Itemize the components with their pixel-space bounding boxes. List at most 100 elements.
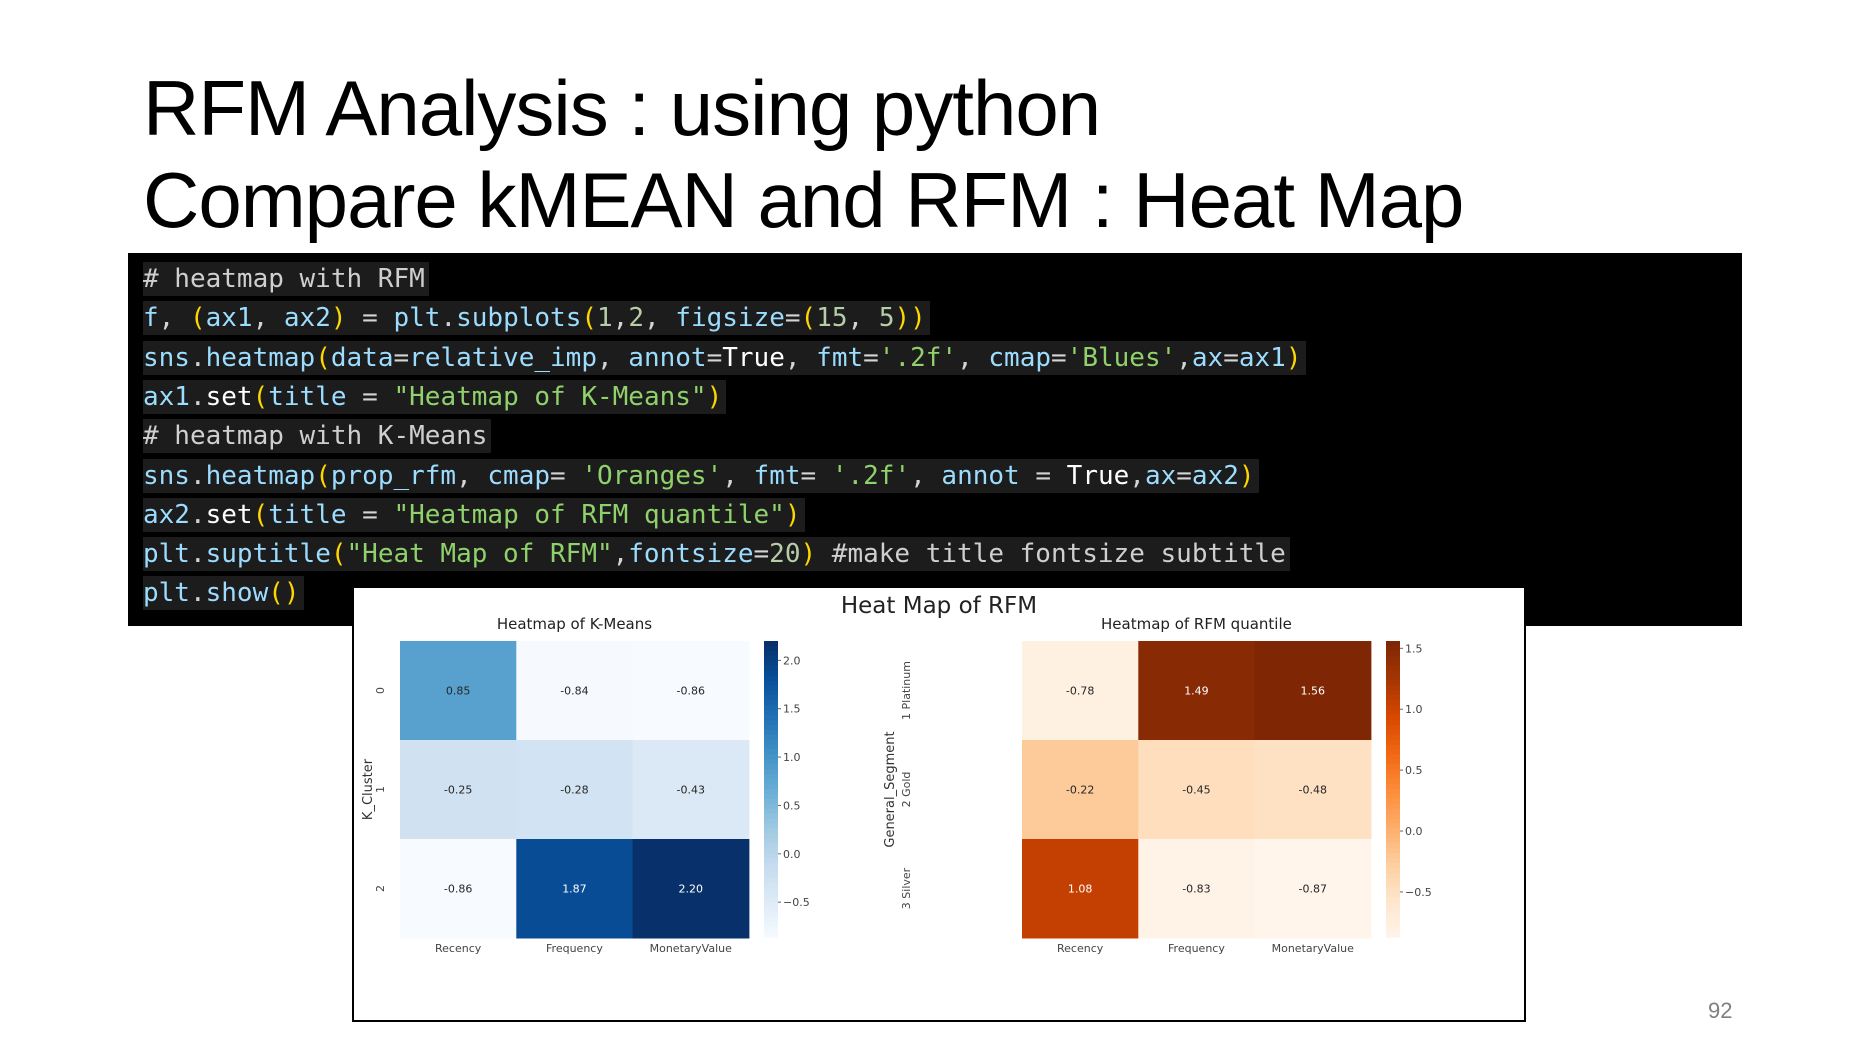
code-token: . [189,499,206,530]
heatmap-cell [400,839,517,939]
colorbar-segment [764,719,778,726]
colorbar-segment [764,803,778,810]
colorbar-segment [764,902,778,908]
colorbar-segment [764,749,778,756]
code-token: . [440,303,457,334]
heatmap-cell [400,641,517,741]
code-token: , [158,303,190,334]
code-token: cmap [988,342,1052,373]
colorbar-segment [764,641,778,647]
code-token: , [957,342,989,373]
colorbar-segment [764,715,778,721]
code-token: = [1051,342,1067,373]
colorbar-tick-label: −0.5 [783,896,810,909]
code-token: ax1 [143,381,190,412]
code-token: 1 [597,303,613,334]
cell-value-label: -0.86 [677,685,705,698]
code-token: ax1 [1238,342,1286,373]
heatmap-cell [1022,740,1139,840]
heatmap-cell [1254,641,1372,741]
code-token: relative_imp [409,342,597,373]
colorbar-segment [1386,848,1400,854]
colorbar-segment [764,779,778,785]
colorbar-segment [764,789,778,795]
heatmap-title: Heatmap of K-Means [497,615,652,633]
y-tick-label: 1 [374,786,387,793]
y-axis-label: General_Segment [883,731,898,847]
colorbar-segment [764,670,778,677]
cell-value-label: 1.08 [1068,883,1093,896]
x-tick-label: Recency [435,942,482,955]
colorbar-segment [764,887,778,894]
code-token: . [189,578,206,609]
colorbar-segment [1386,877,1400,884]
colorbar-segment [1386,759,1400,765]
colorbar-segment [764,907,778,913]
code-token: 'Blues' [1066,342,1177,373]
code-token: , [910,460,942,491]
code-token: ( [315,342,331,373]
colorbar-segment [764,680,778,686]
code-token: , [612,539,629,570]
colorbar-segment [1386,818,1400,825]
code-token: . [189,381,206,412]
code-token: ax2 [283,303,331,334]
code-line: sns.heatmap(data=relative_imp, annot=Tru… [143,340,1306,375]
cell-value-label: 0.85 [446,685,471,698]
code-token: True [1066,460,1130,491]
heatmap-title: Heatmap of RFM quantile [1101,615,1292,633]
colorbar-segment [1386,853,1400,859]
code-line: f, (ax1, ax2) = plt.subplots(1,2, figsiz… [143,301,930,336]
code-token: = [800,460,832,491]
cell-value-label: -0.86 [444,883,472,896]
code-token: ( [581,303,598,334]
colorbar-segment [1386,922,1400,928]
colorbar-segment [1386,798,1400,805]
colorbar-segment [1386,833,1400,839]
code-token: , [252,303,284,334]
code-token: suptitle [205,539,331,570]
code-token: "Heatmap of K-Means" [393,381,707,412]
colorbar-segment [764,838,778,844]
colorbar-segment [1386,779,1400,785]
code-token: '.2f' [831,460,911,491]
code-token: ) [784,499,801,530]
code-token: heatmap [205,342,316,373]
code-token: = [393,342,410,373]
cell-value-label: -0.45 [1182,784,1210,797]
code-token: ) [330,303,347,334]
colorbar-segment [764,675,778,682]
cell-value-label: 1.56 [1301,685,1326,698]
colorbar-segment [764,848,778,854]
cell-value-label: 2.20 [679,883,704,896]
heatmap-cell [1254,740,1372,840]
colorbar-segment [764,828,778,834]
code-token: ) [1238,460,1255,491]
x-tick-label: Frequency [546,942,603,955]
colorbar-segment [764,808,778,815]
heatmap-cell [632,641,750,741]
code-token: = [753,539,770,570]
code-token: = [1176,460,1192,491]
heatmap-cell [632,839,750,939]
colorbar-segment [1386,897,1400,904]
code-token: , [847,303,879,334]
code-token: ( [252,499,269,530]
code-token: () [268,578,300,609]
code-token: = [346,381,394,412]
heatmap-figure: Heat Map of RFM Heatmap of K-Means 0.85 -0.… [352,586,1526,1022]
cell-value-label: -0.84 [560,685,588,698]
code-token: )) [894,303,926,334]
heatmap-cell [1138,839,1256,939]
colorbar-segment [764,833,778,839]
colorbar-segment [764,754,778,760]
code-token: = [1223,342,1239,373]
code-token: , [456,460,488,491]
colorbar-segment [764,645,778,652]
code-token: plt [143,539,190,570]
code-line: # heatmap with RFM [143,262,429,296]
colorbar-segment [1386,700,1400,706]
colorbar-segment [1386,769,1400,775]
x-tick-label: Frequency [1168,942,1225,955]
figure-suptitle: Heat Map of RFM [841,593,1037,619]
